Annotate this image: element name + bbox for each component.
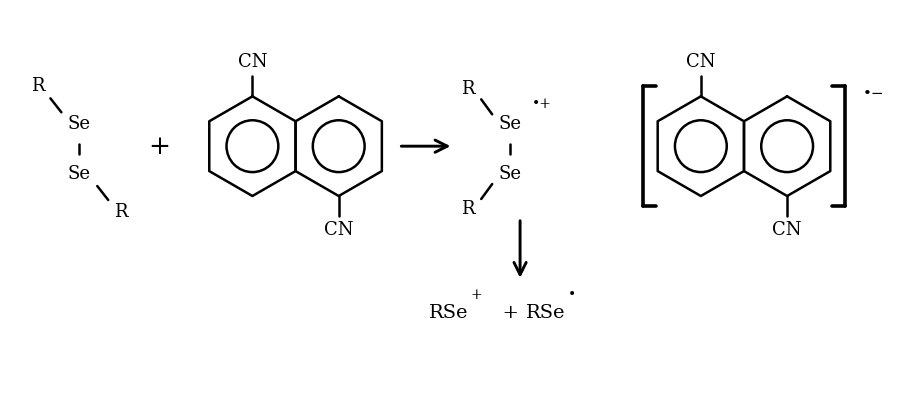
Text: +: + (470, 287, 481, 302)
Text: R: R (31, 77, 44, 95)
Text: CN: CN (772, 221, 801, 239)
Text: •: • (568, 287, 576, 302)
Text: •−: •− (862, 88, 884, 101)
Text: RSe: RSe (526, 304, 565, 322)
Text: R: R (461, 200, 475, 218)
Text: CN: CN (238, 53, 267, 71)
Text: R: R (114, 203, 128, 221)
Text: Se: Se (67, 165, 91, 183)
Text: Se: Se (498, 165, 521, 183)
Text: CN: CN (685, 53, 715, 71)
Text: •+: •+ (531, 97, 551, 111)
Text: CN: CN (323, 221, 353, 239)
Text: Se: Se (498, 115, 521, 133)
Text: Se: Se (67, 115, 91, 133)
Text: +: + (489, 304, 531, 322)
Text: R: R (461, 80, 475, 98)
Text: RSe: RSe (428, 304, 467, 322)
Text: +: + (148, 134, 169, 159)
